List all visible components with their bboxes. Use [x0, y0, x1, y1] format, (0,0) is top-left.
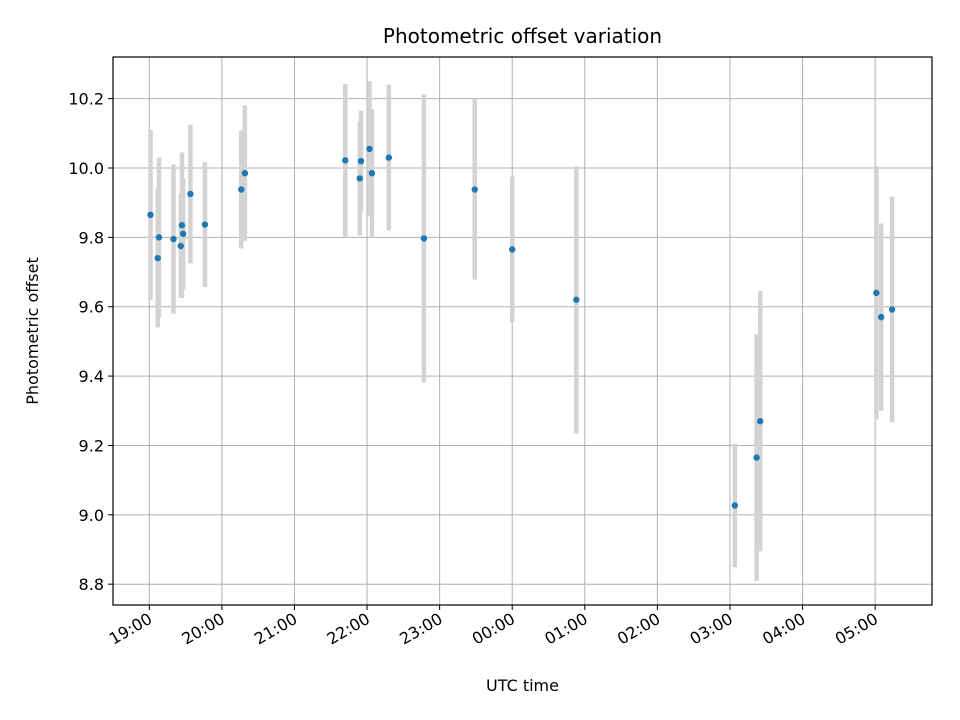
data-point	[366, 145, 373, 153]
data-point	[420, 235, 428, 242]
y-tick-label: 9.8	[79, 228, 104, 247]
data-point	[356, 175, 363, 182]
data-point	[368, 169, 376, 177]
y-tick-label: 9.4	[79, 367, 104, 386]
data-point	[177, 242, 184, 250]
data-point	[873, 289, 880, 297]
x-tick-label: 20:00	[178, 609, 227, 649]
data-points	[147, 145, 896, 509]
data-point	[179, 230, 187, 238]
x-tick-label: 03:00	[687, 609, 736, 649]
data-point	[154, 254, 161, 262]
data-point	[731, 502, 739, 509]
data-point	[238, 186, 245, 193]
y-tick-label: 9.2	[79, 436, 104, 455]
x-axis-label: UTC time	[486, 676, 559, 695]
data-point	[155, 234, 163, 241]
x-axis-ticks: 19:00 20:00 21:00 22:00 23:00 00:00 01:00 02:00…	[106, 605, 881, 649]
data-point	[357, 157, 365, 165]
data-point	[241, 169, 249, 177]
y-tick-label: 9.0	[79, 506, 104, 525]
data-point	[187, 190, 194, 198]
data-point	[509, 246, 516, 253]
data-point	[147, 211, 154, 219]
x-tick-label: 00:00	[469, 609, 518, 649]
y-tick-label: 8.8	[79, 575, 104, 594]
x-tick-label: 23:00	[396, 609, 445, 649]
grid	[113, 57, 932, 605]
chart-title: Photometric offset variation	[383, 24, 662, 48]
data-point	[342, 157, 349, 164]
data-point	[178, 222, 186, 229]
data-point	[170, 235, 177, 243]
y-axis-label: Photometric offset	[23, 257, 42, 405]
y-axis-ticks: 8.8 9.0 9.2 9.4 9.6 9.8 10.0 10.2	[68, 90, 113, 594]
x-tick-label: 21:00	[251, 609, 300, 649]
y-tick-label: 10.2	[68, 90, 104, 109]
x-tick-label: 01:00	[541, 609, 590, 649]
y-tick-label: 10.0	[68, 159, 104, 178]
data-point	[385, 154, 393, 161]
data-point	[471, 186, 478, 193]
x-tick-label: 04:00	[759, 609, 808, 649]
plot-frame	[112, 56, 933, 606]
data-point	[888, 306, 896, 313]
x-tick-label: 19:00	[106, 609, 155, 649]
y-tick-label: 9.6	[79, 298, 104, 317]
data-point	[201, 221, 209, 228]
x-tick-label: 05:00	[832, 609, 881, 649]
data-point	[877, 313, 885, 321]
data-point	[573, 296, 580, 303]
error-bars	[148, 81, 895, 581]
x-tick-label: 22:00	[324, 609, 373, 649]
data-point	[757, 417, 764, 425]
data-point	[753, 454, 760, 461]
x-tick-label: 02:00	[614, 609, 663, 649]
